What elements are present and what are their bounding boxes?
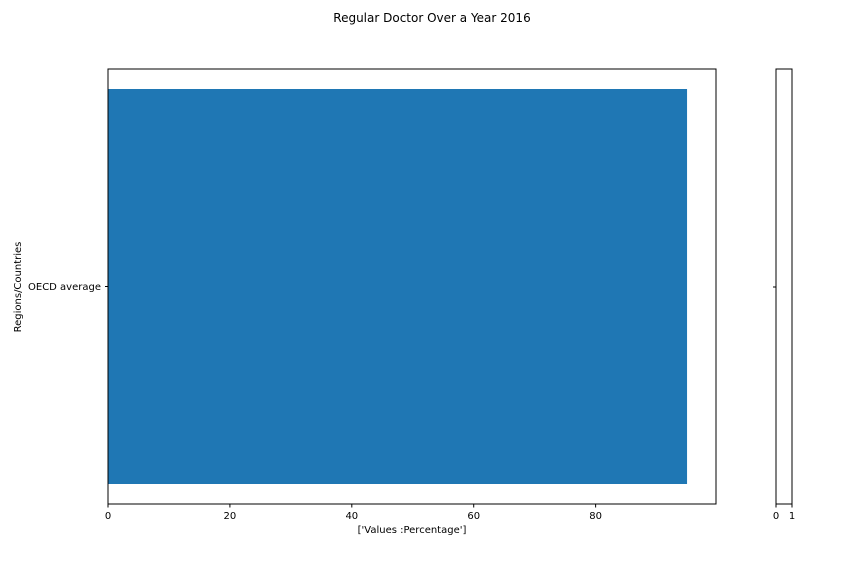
bars bbox=[108, 89, 688, 484]
secondary-x-tick-label: 0 bbox=[773, 511, 779, 522]
x-axis-ticks: 0 20 40 60 80 bbox=[105, 504, 602, 522]
x-axis-label: ['Values :Percentage'] bbox=[358, 525, 467, 536]
y-axis-ticks: OECD average bbox=[28, 282, 108, 293]
secondary-axis-frame bbox=[775, 68, 793, 505]
secondary-x-tick-label: 1 bbox=[789, 511, 795, 522]
x-tick-label: 80 bbox=[589, 511, 602, 522]
chart-title: Regular Doctor Over a Year 2016 bbox=[333, 11, 530, 25]
x-tick-label: 60 bbox=[467, 511, 480, 522]
y-tick-label: OECD average bbox=[28, 282, 101, 293]
y-axis-label: Regions/Countries bbox=[13, 242, 24, 333]
x-tick-label: 0 bbox=[105, 511, 111, 522]
x-tick-label: 20 bbox=[224, 511, 237, 522]
bar bbox=[108, 89, 688, 484]
x-tick-label: 40 bbox=[345, 511, 358, 522]
